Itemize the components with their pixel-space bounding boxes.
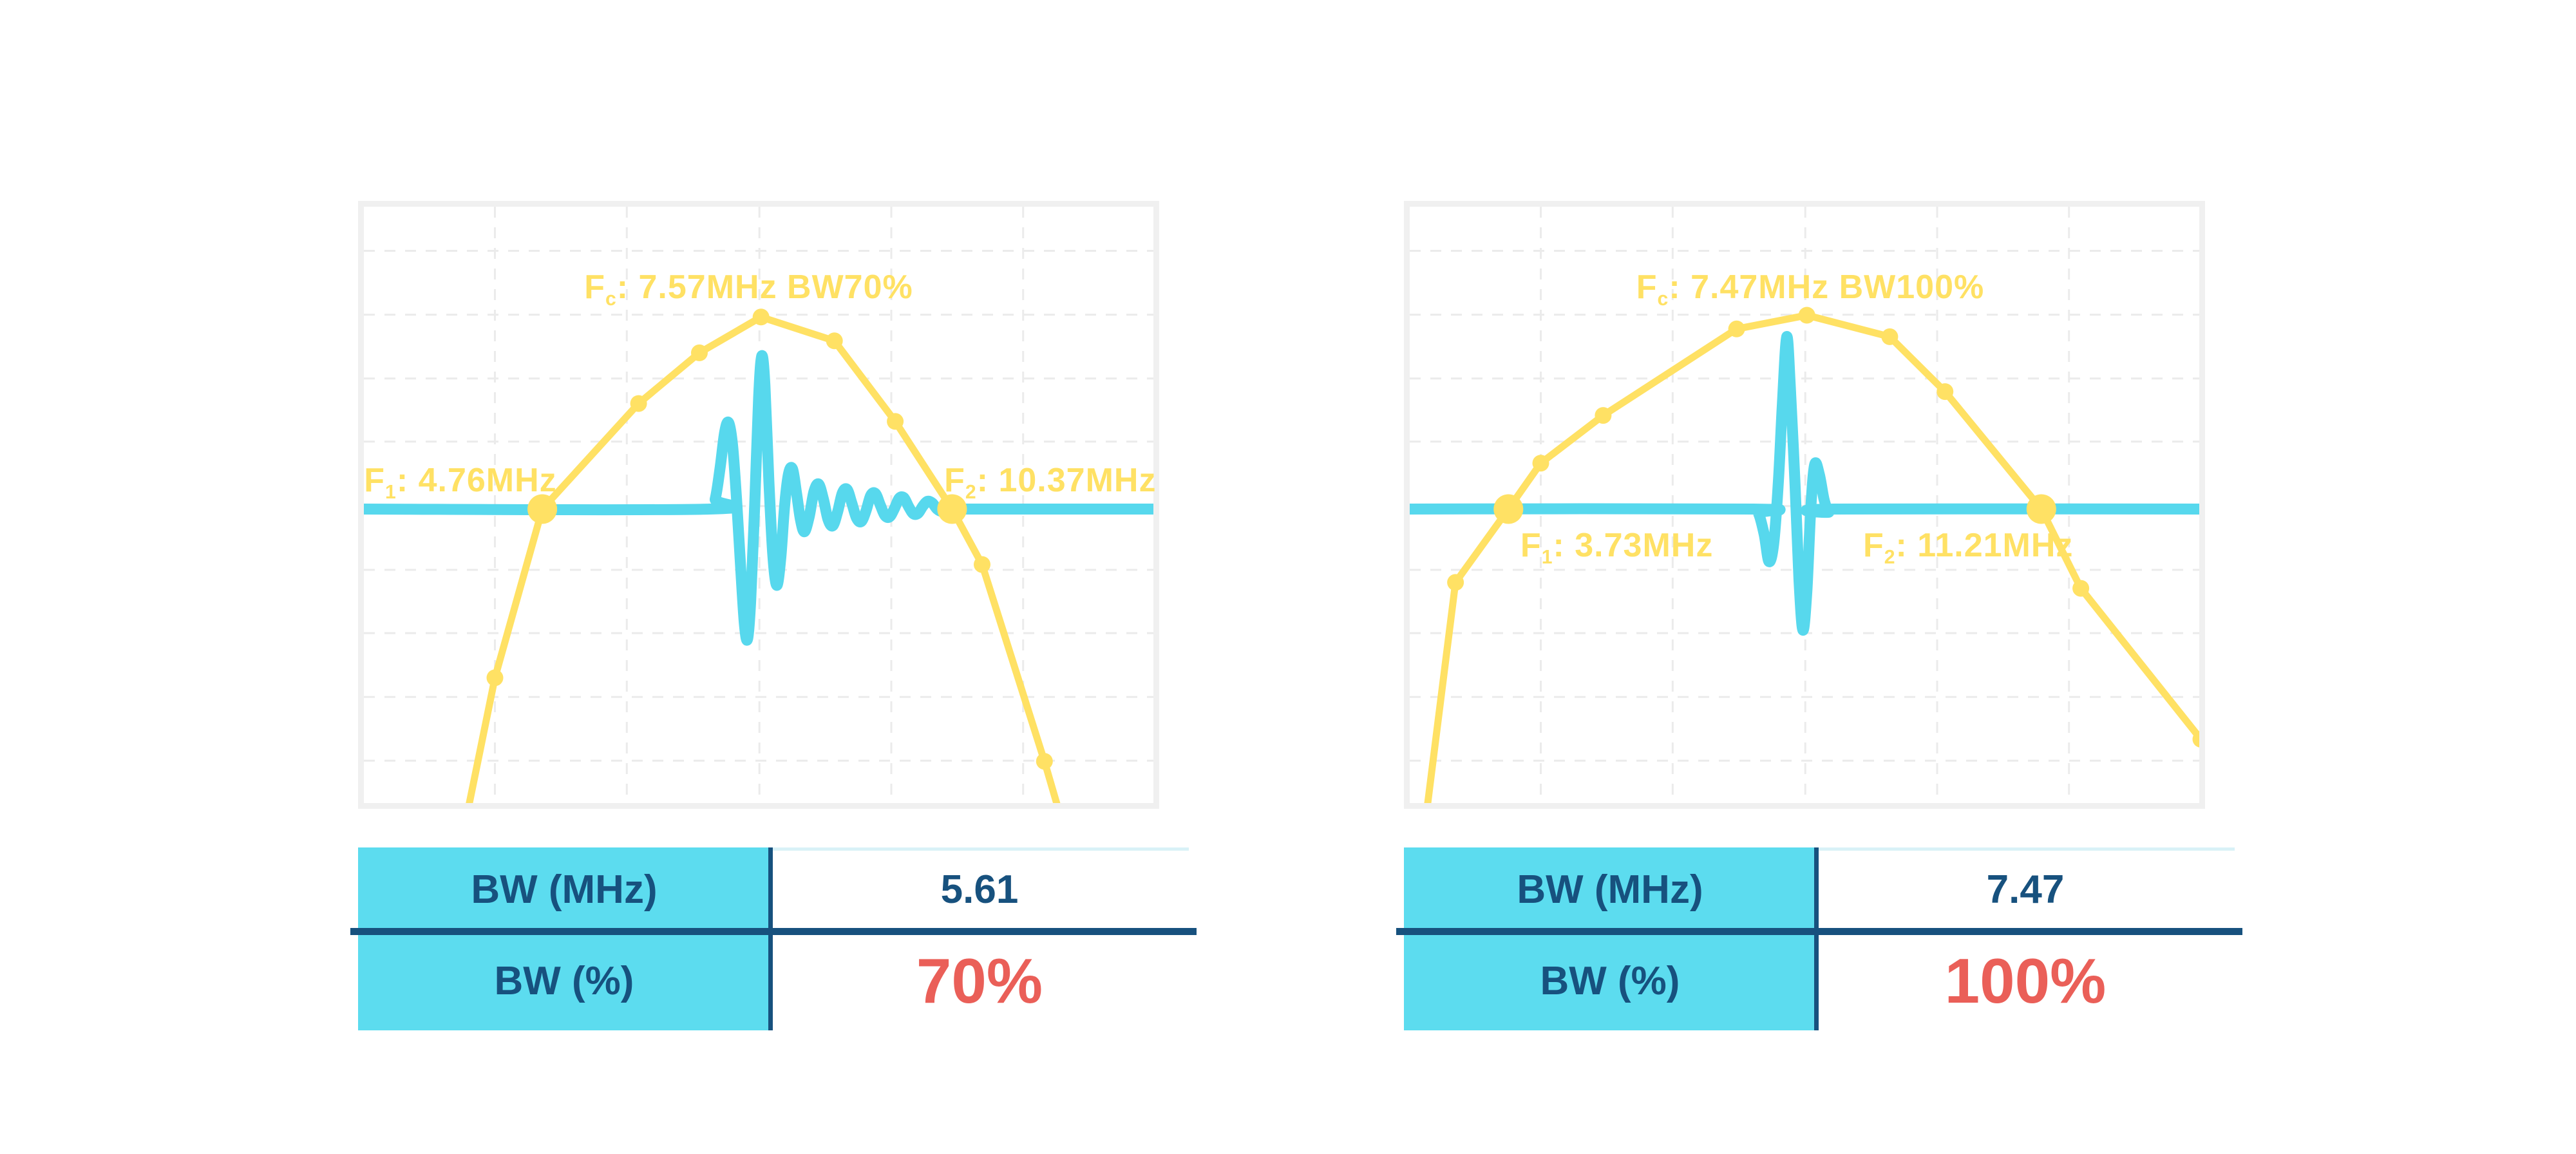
bw-percent-label-left: BW (%) — [358, 931, 770, 1030]
bw-percent-value-right: 100% — [1816, 931, 2235, 1030]
f1-annotation-right: F1: 3.73MHz — [1520, 526, 1713, 569]
table-top-border-left — [770, 847, 1189, 851]
fc-subscript: c — [605, 288, 617, 310]
table-column-divider-left — [768, 847, 773, 1030]
f2-value-text: : 11.21MHz — [1895, 527, 2074, 565]
table-row-divider-right — [1396, 928, 2242, 935]
f2-subscript: 2 — [1884, 547, 1896, 569]
f1-symbol: F — [364, 461, 386, 499]
bw-table-left: BW (MHz) 5.61 BW (%) 70% — [350, 847, 1197, 1030]
bw-mhz-label-left: BW (MHz) — [358, 847, 770, 931]
bw-mhz-value-left: 5.61 — [770, 847, 1189, 931]
spectrum-plot-right — [1410, 207, 2199, 803]
spectrum-panel-right: Fc: 7.47MHz BW100% F1: 3.73MHz F2: 11.21… — [1404, 201, 2205, 809]
spectrum-panel-left: Fc: 7.57MHz BW70% F1: 4.76MHz F2: 10.37M… — [358, 201, 1159, 809]
table-column-divider-right — [1814, 847, 1819, 1030]
bw-mhz-label-right: BW (MHz) — [1404, 847, 1816, 931]
fc-symbol: F — [1636, 268, 1658, 306]
f1-subscript: 1 — [385, 481, 397, 503]
f2-value-text: : 10.37MHz — [976, 461, 1157, 499]
f1-subscript: 1 — [1541, 547, 1553, 569]
bw-percent-label-right: BW (%) — [1404, 931, 1816, 1030]
fc-annotation-left: Fc: 7.57MHz BW70% — [584, 267, 913, 310]
f1-value-text: : 4.76MHz — [396, 461, 557, 499]
f2-annotation-left: F2: 10.37MHz — [944, 460, 1156, 503]
f2-annotation-right: F2: 11.21MHz — [1863, 526, 2073, 569]
fc-value-text: : 7.47MHz BW100% — [1669, 268, 1985, 306]
f2-symbol: F — [944, 461, 965, 499]
f1-annotation-left: F1: 4.76MHz — [364, 460, 556, 503]
f1-symbol: F — [1520, 527, 1542, 565]
f2-symbol: F — [1862, 527, 1884, 565]
bw-mhz-value-right: 7.47 — [1816, 847, 2235, 931]
table-top-border-right — [1816, 847, 2235, 851]
fc-annotation-right: Fc: 7.47MHz BW100% — [1636, 267, 1984, 310]
f1-value-text: : 3.73MHz — [1553, 527, 1714, 565]
fc-subscript: c — [1657, 288, 1669, 310]
bw-table-right: BW (MHz) 7.47 BW (%) 100% — [1396, 847, 2242, 1030]
fc-value-text: : 7.57MHz BW70% — [616, 268, 913, 306]
table-row-divider-left — [350, 928, 1197, 935]
spectrum-plot-left — [364, 207, 1153, 803]
f2-subscript: 2 — [965, 481, 977, 503]
bw-percent-value-left: 70% — [770, 931, 1189, 1030]
fc-symbol: F — [584, 268, 605, 306]
